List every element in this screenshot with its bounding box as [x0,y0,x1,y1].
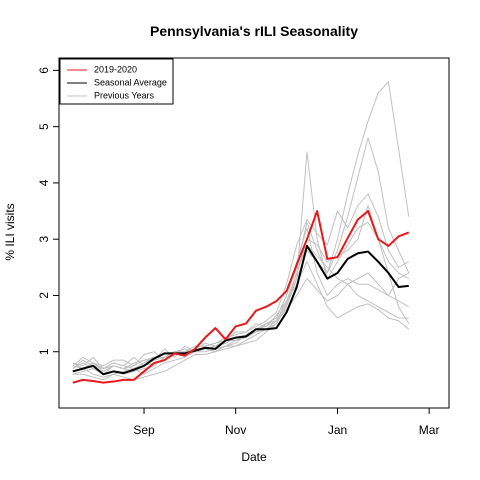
x-tick-label: Jan [328,423,347,437]
x-tick-label: Mar [419,423,440,437]
plot-area [72,81,410,384]
chart-title: Pennsylvania's rILI Seasonality [150,23,358,39]
series-line-previous-year [72,81,410,372]
y-axis-label: % ILI visits [3,203,17,260]
y-tick-label: 1 [37,348,51,355]
y-tick-label: 2 [37,292,51,299]
y-tick-label: 3 [37,236,51,243]
legend-label: Seasonal Average [94,77,167,87]
series-line-2019-2020 [72,210,410,384]
legend-label: Previous Years [94,90,155,100]
series-line-previous-year [72,193,410,367]
plot-frame [58,57,450,409]
series-line-previous-year [72,151,410,375]
y-tick-label: 5 [37,123,51,130]
axes: 1 2 3 4 5 6 Sep Nov Jan Mar [37,57,450,437]
series-line-previous-year [72,227,410,375]
legend: 2019-2020 Seasonal Average Previous Years [59,58,174,105]
y-tick-label: 6 [37,67,51,74]
series-line-previous-year [72,272,410,378]
x-tick-label: Sep [133,423,155,437]
series-line-previous-year [72,204,410,381]
y-tick-label: 4 [37,179,51,186]
x-axis-label: Date [241,450,267,464]
x-tick-label: Nov [225,423,246,437]
legend-label: 2019-2020 [94,64,137,74]
series-line-previous-year [72,137,410,370]
series-line-seasonal-average [72,244,409,376]
